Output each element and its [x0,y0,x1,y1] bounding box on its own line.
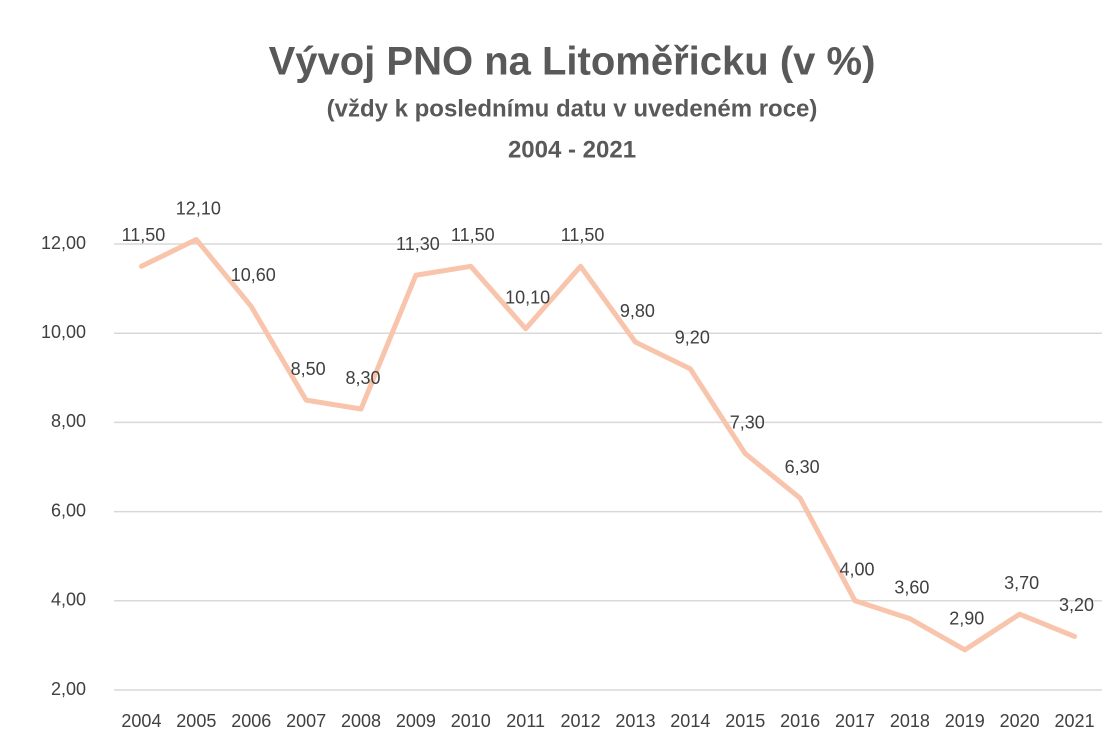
data-label: 11,50 [451,225,495,245]
x-tick-label: 2013 [615,711,655,731]
x-tick-label: 2004 [121,711,161,731]
data-label: 3,70 [1004,573,1039,593]
x-tick-label: 2015 [725,711,765,731]
y-tick-label: 2,00 [51,679,86,699]
chart-period: 2004 - 2021 [508,136,636,163]
data-label: 3,60 [894,577,929,597]
x-tick-label: 2020 [1000,711,1040,731]
data-label: 10,10 [505,287,550,307]
y-tick-label: 10,00 [41,322,86,342]
data-label: 11,50 [561,225,605,245]
data-label: 11,50 [122,225,166,245]
data-label: 7,30 [730,412,765,432]
x-tick-label: 2014 [670,711,710,731]
x-tick-label: 2011 [506,711,545,731]
line [138,237,1078,653]
chart-subtitle: (vždy k poslednímu datu v uvedeném roce) [327,95,818,122]
data-label: 3,20 [1059,595,1094,615]
y-tick-label: 6,00 [51,500,86,520]
y-tick-label: 4,00 [51,590,86,610]
x-tick-label: 2010 [451,711,491,731]
x-tick-label: 2012 [561,711,601,731]
x-tick-label: 2006 [231,711,271,731]
data-label: 6,30 [785,457,820,477]
data-label: 11,30 [396,234,440,254]
data-label: 8,50 [291,359,326,379]
x-tick-label: 2018 [890,711,930,731]
x-tick-label: 2021 [1055,711,1095,731]
data-label: 8,30 [345,368,380,388]
data-label: 9,20 [675,328,710,348]
data-label: 9,80 [620,301,655,321]
y-tick-label: 12,00 [41,233,86,253]
x-tick-label: 2017 [835,711,875,731]
data-label: 4,00 [839,560,874,580]
chart-title: Vývoj PNO na Litoměřicku (v %) [269,40,876,84]
x-tick-label: 2009 [396,711,436,731]
x-tick-label: 2005 [176,711,216,731]
x-tick-label: 2016 [780,711,820,731]
data-label: 12,10 [176,198,221,218]
data-label: 2,90 [949,609,984,629]
y-tick-label: 8,00 [51,411,86,431]
data-label: 10,60 [231,265,276,285]
x-tick-label: 2019 [945,711,985,731]
x-tick-label: 2007 [286,711,326,731]
x-tick-label: 2008 [341,711,381,731]
